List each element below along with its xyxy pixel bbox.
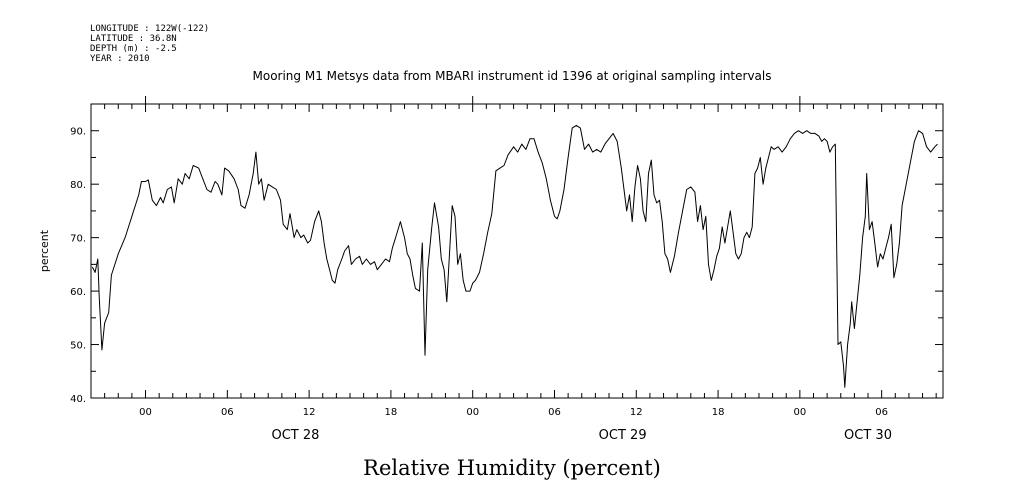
header-year: YEAR : 2010 xyxy=(90,54,150,64)
x-tick-label: 12 xyxy=(303,407,316,418)
y-tick-label: 90. xyxy=(70,127,86,138)
series-line xyxy=(91,124,938,388)
x-tick-label: 18 xyxy=(712,407,725,418)
x-tick-label: 06 xyxy=(221,407,234,418)
y-axis-label: percent xyxy=(38,229,51,272)
y-tick-label: 50. xyxy=(70,341,86,352)
x-tick-label: 00 xyxy=(466,407,479,418)
header-depth: DEPTH (m) : -2.5 xyxy=(90,44,177,54)
metadata-header: LONGITUDE : 122W(-122) LATITUDE : 36.8N … xyxy=(90,24,209,64)
x-tick-label: 18 xyxy=(385,407,398,418)
x-tick-label: 06 xyxy=(875,407,888,418)
y-tick-label: 40. xyxy=(70,394,86,405)
x-tick-label: 00 xyxy=(793,407,806,418)
x-date-label: OCT 29 xyxy=(599,428,647,443)
plot-frame xyxy=(90,103,944,399)
header-longitude: LONGITUDE : 122W(-122) xyxy=(90,24,209,34)
x-tick-label: 00 xyxy=(139,407,152,418)
x-axis-label: Relative Humidity (percent) xyxy=(363,456,661,480)
y-tick-label: 70. xyxy=(70,234,86,245)
chart-title: Mooring M1 Metsys data from MBARI instru… xyxy=(253,69,772,83)
y-tick-label: 80. xyxy=(70,180,86,191)
y-axis: 40. 50. 60. 70. 80. 90. xyxy=(70,103,943,405)
x-tick-label: 12 xyxy=(630,407,643,418)
x-date-label: OCT 28 xyxy=(272,428,320,443)
header-latitude: LATITUDE : 36.8N xyxy=(90,34,177,44)
y-tick-label: 60. xyxy=(70,287,86,298)
x-axis: 00 06 12 18 00 06 12 18 00 06 OCT 28 OCT 29 OCT 30 xyxy=(90,96,937,443)
series-layer xyxy=(91,124,938,388)
x-tick-label: 06 xyxy=(548,407,561,418)
x-date-label: OCT 30 xyxy=(844,428,892,443)
